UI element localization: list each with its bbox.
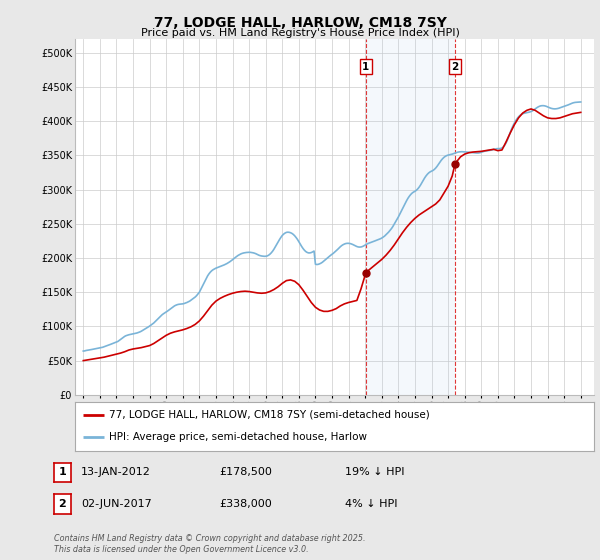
Text: 1: 1: [59, 467, 66, 477]
Text: 1: 1: [362, 62, 370, 72]
Bar: [366, 39, 455, 395]
Text: 77, LODGE HALL, HARLOW, CM18 7SY: 77, LODGE HALL, HARLOW, CM18 7SY: [154, 16, 446, 30]
Text: 13-JAN-2012: 13-JAN-2012: [81, 467, 151, 477]
Text: 4% ↓ HPI: 4% ↓ HPI: [345, 499, 398, 509]
Text: 2: 2: [451, 62, 458, 72]
Text: £178,500: £178,500: [219, 467, 272, 477]
Text: Price paid vs. HM Land Registry's House Price Index (HPI): Price paid vs. HM Land Registry's House …: [140, 28, 460, 38]
Text: 77, LODGE HALL, HARLOW, CM18 7SY (semi-detached house): 77, LODGE HALL, HARLOW, CM18 7SY (semi-d…: [109, 410, 430, 420]
Text: Contains HM Land Registry data © Crown copyright and database right 2025.
This d: Contains HM Land Registry data © Crown c…: [54, 534, 365, 554]
Text: 19% ↓ HPI: 19% ↓ HPI: [345, 467, 404, 477]
Text: 02-JUN-2017: 02-JUN-2017: [81, 499, 152, 509]
Text: HPI: Average price, semi-detached house, Harlow: HPI: Average price, semi-detached house,…: [109, 432, 367, 442]
Text: £338,000: £338,000: [219, 499, 272, 509]
Text: 2: 2: [59, 499, 66, 509]
